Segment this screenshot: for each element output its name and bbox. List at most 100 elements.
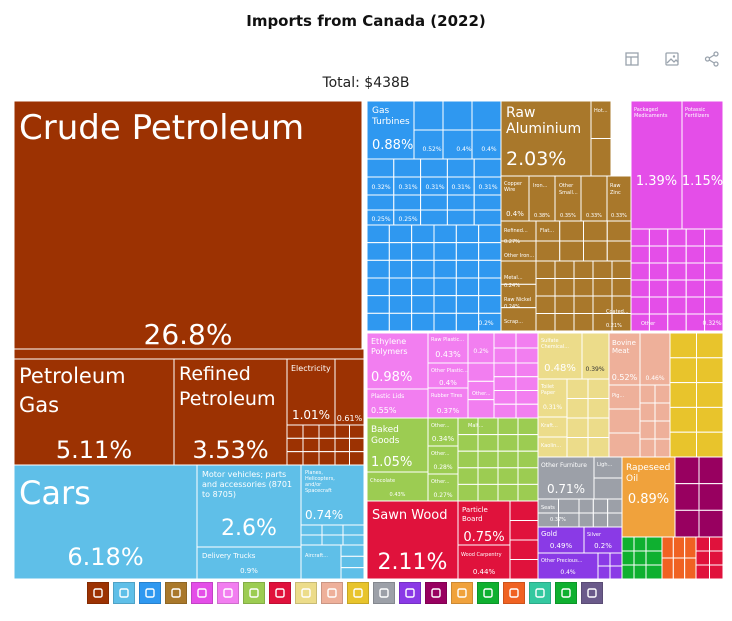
treemap-cell[interactable] [639,438,656,458]
treemap-cell[interactable] [597,552,611,567]
treemap-cell[interactable] [554,278,575,297]
treemap-cell[interactable] [334,437,350,453]
treemap-cell[interactable] [667,296,687,315]
treemap-cell[interactable] [493,376,517,391]
treemap-cell[interactable] [597,565,611,579]
textiles-legend[interactable] [477,582,499,604]
treemap-cell[interactable] [427,473,459,502]
treemap-cell[interactable] [674,483,700,511]
tile-baked[interactable] [366,417,429,473]
treemap-cell[interactable] [578,498,594,514]
treemap-cell[interactable] [704,262,723,281]
tile-motorparts[interactable] [196,464,302,548]
treemap-cell[interactable] [704,228,723,247]
treemap-cell[interactable] [654,420,671,440]
treemap-cell[interactable] [685,296,706,315]
treemap-cell[interactable] [478,277,502,297]
treemap-cell[interactable] [606,220,632,242]
art-legend[interactable] [581,582,603,604]
treemap-cell[interactable] [590,138,612,177]
treemap-cell[interactable] [672,536,686,559]
treemap-cell[interactable] [478,259,502,279]
treemap-cell[interactable] [704,279,723,298]
treemap-cell[interactable] [685,228,706,247]
treemap-cell[interactable] [455,295,480,314]
treemap-cell[interactable] [566,378,589,399]
treemap-cell[interactable] [478,295,502,314]
treemap-cell[interactable] [515,332,539,349]
treemap-cell[interactable] [667,228,687,247]
treemap-cell[interactable] [509,539,539,560]
treemap-cell[interactable] [473,158,502,178]
treemap-cell[interactable] [455,312,480,332]
treemap-cell[interactable] [388,242,413,261]
treemap-cell[interactable] [696,357,724,384]
treemap-cell[interactable] [648,296,669,315]
treemap-cell[interactable] [639,384,656,404]
treemap-cell[interactable] [709,536,724,552]
treemap-cell[interactable] [609,552,623,567]
treemap-cell[interactable] [669,357,697,384]
treemap-cell[interactable] [630,262,650,281]
treemap-cell[interactable] [300,544,342,579]
treemap-cell[interactable] [645,564,663,579]
treemap-cell[interactable] [654,438,671,458]
treemap-cell[interactable] [477,434,499,452]
treemap-cell[interactable] [457,467,479,485]
treemap-cell[interactable] [413,101,444,131]
treemap-cell[interactable] [493,362,517,378]
treemap-cell[interactable] [455,242,480,261]
animal-legend[interactable] [451,582,473,604]
treemap-cell[interactable] [654,402,671,422]
treemap-cell[interactable] [698,509,723,538]
treemap-cell[interactable] [630,279,650,298]
hides-legend[interactable] [503,582,525,604]
treemap-cell[interactable] [286,437,304,453]
treemap-cell[interactable] [366,259,390,279]
treemap-cell[interactable] [366,158,395,178]
treemap-cell[interactable] [554,313,575,332]
treemap-cell[interactable] [497,467,519,485]
treemap-cell[interactable] [669,406,697,433]
treemap-cell[interactable] [587,378,610,399]
treemap-cell[interactable] [366,295,390,314]
treemap-cell[interactable] [667,313,687,332]
treemap-cell[interactable] [478,224,502,244]
treemap-cell[interactable] [621,550,635,566]
treemap-cell[interactable] [667,279,687,298]
treemap-cell[interactable] [517,467,539,485]
treemap-cell[interactable] [467,332,495,364]
treemap-cell[interactable] [455,277,480,297]
treemap-cell[interactable] [696,431,724,458]
treemap-cell[interactable] [14,348,365,360]
minerals-legend[interactable] [87,582,109,604]
treemap-cell[interactable] [411,277,435,297]
tile-cars[interactable] [14,464,198,579]
treemap-cell[interactable] [366,224,390,244]
treemap-cell[interactable] [467,399,495,419]
treemap-cell[interactable] [528,175,556,222]
treemap-cell[interactable] [366,242,390,261]
transport-legend[interactable] [113,582,135,604]
treemap-cell[interactable] [509,500,539,521]
treemap-cell[interactable] [696,332,724,359]
tile-m061[interactable] [334,358,365,426]
treemap-cell[interactable] [517,483,539,502]
treemap-cell[interactable] [300,524,323,536]
treemap-cell[interactable] [388,312,413,332]
treemap-cell[interactable] [606,175,632,222]
treemap-cell[interactable] [455,224,480,244]
treemap-cell[interactable] [696,406,724,433]
treemap-cell[interactable] [696,382,724,408]
treemap-cell[interactable] [667,262,687,281]
treemap-cell[interactable] [411,242,435,261]
treemap-cell[interactable] [535,240,561,262]
tile-otherprec[interactable] [537,552,599,579]
treemap-cell[interactable] [457,483,479,502]
tile-bovine[interactable] [608,332,641,386]
treemap-cell[interactable] [515,347,539,364]
treemap-cell[interactable] [611,278,632,297]
treemap-cell[interactable] [633,536,647,552]
treemap-cell[interactable] [621,536,635,552]
treemap-cell[interactable] [300,534,323,546]
